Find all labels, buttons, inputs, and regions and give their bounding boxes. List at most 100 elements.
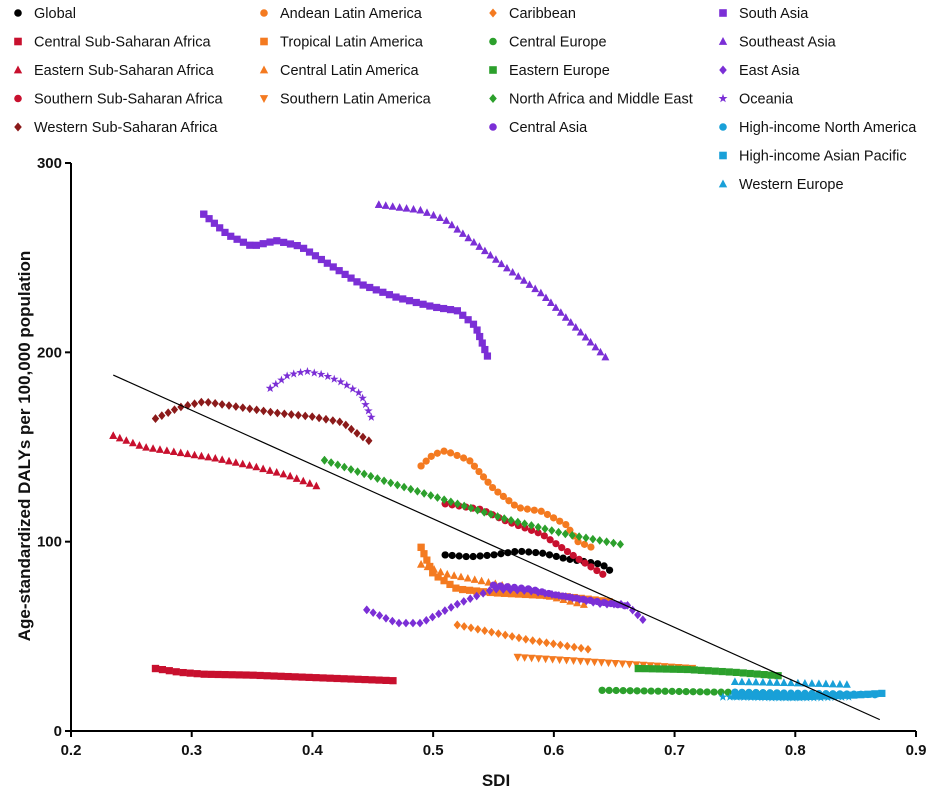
data-point <box>447 603 455 612</box>
data-point <box>551 303 560 311</box>
legend-item-eastern-sub-saharan-africa: Eastern Sub-Saharan Africa <box>13 63 215 79</box>
legend-marker <box>719 65 727 75</box>
data-point <box>340 462 348 472</box>
data-point <box>353 467 362 476</box>
data-point <box>412 298 420 307</box>
data-point <box>829 692 837 700</box>
data-point <box>475 242 484 250</box>
data-point <box>548 656 557 664</box>
data-point <box>292 474 301 482</box>
data-point <box>746 693 756 702</box>
data-point <box>864 690 872 698</box>
data-point <box>446 449 455 457</box>
data-point <box>453 499 462 509</box>
data-point <box>616 540 624 549</box>
data-point <box>135 441 144 449</box>
data-point <box>499 585 507 594</box>
data-point <box>596 536 604 545</box>
data-point <box>774 672 782 680</box>
data-point <box>252 241 260 249</box>
x-tick-label: 0.9 <box>906 742 927 759</box>
data-point <box>162 446 171 454</box>
data-point <box>568 530 576 540</box>
data-point <box>717 688 725 696</box>
data-point <box>387 478 395 488</box>
series-north-africa-and-middle-east <box>320 455 624 549</box>
data-point <box>549 514 558 522</box>
data-point <box>525 548 533 556</box>
series-australasia <box>718 692 854 702</box>
legend-item-central-latin-america: Central Latin America <box>259 63 420 79</box>
legend-label: High-income North America <box>739 120 917 136</box>
data-point <box>534 587 542 597</box>
data-point <box>193 670 201 678</box>
data-point <box>238 459 247 468</box>
data-point <box>428 612 437 622</box>
data-point <box>556 308 565 316</box>
data-point <box>380 476 388 486</box>
data-point <box>494 629 502 638</box>
data-point <box>675 687 683 696</box>
data-point <box>197 451 206 460</box>
data-point <box>395 203 404 211</box>
data-point <box>426 302 434 310</box>
data-point <box>625 660 634 669</box>
data-point <box>808 692 816 700</box>
data-point <box>503 263 511 272</box>
data-point <box>878 689 886 697</box>
x-tick-label: 0.2 <box>61 742 82 759</box>
data-point <box>316 369 326 378</box>
data-point <box>183 449 192 458</box>
legend-marker <box>259 95 269 104</box>
data-point <box>830 693 840 702</box>
data-point <box>816 693 826 702</box>
data-point <box>703 688 711 696</box>
data-point <box>521 519 529 529</box>
data-point <box>151 664 160 673</box>
data-point <box>571 323 580 331</box>
data-point <box>433 303 441 312</box>
data-point <box>455 552 463 560</box>
data-point <box>312 674 320 682</box>
data-point <box>239 238 248 246</box>
data-point <box>479 473 488 481</box>
data-point <box>575 595 584 604</box>
legend-marker <box>14 37 22 46</box>
data-point <box>579 600 588 608</box>
data-point <box>546 298 555 306</box>
data-point <box>151 414 160 423</box>
data-point <box>594 560 602 568</box>
data-point <box>164 408 172 417</box>
data-point <box>710 688 718 696</box>
data-point <box>561 529 569 539</box>
series-oceania <box>265 367 376 421</box>
data-point <box>508 267 517 276</box>
legend-label: Eastern Europe <box>509 63 610 79</box>
data-point <box>122 436 131 444</box>
data-point <box>211 399 219 408</box>
y-tick-label: 300 <box>37 155 62 172</box>
legend-marker <box>718 93 728 103</box>
data-point <box>284 672 292 681</box>
data-point <box>662 665 670 673</box>
data-point <box>596 599 604 609</box>
data-point <box>382 613 390 623</box>
data-point <box>233 235 241 243</box>
data-point <box>342 420 350 430</box>
data-point <box>639 615 647 625</box>
data-point <box>515 633 523 643</box>
data-point <box>514 517 522 527</box>
data-point <box>453 620 461 630</box>
data-point <box>536 288 545 297</box>
data-point <box>473 591 481 601</box>
data-point <box>583 658 592 666</box>
data-point <box>753 693 763 702</box>
data-point <box>287 410 295 419</box>
data-point <box>263 672 271 680</box>
data-point <box>477 576 486 585</box>
legend-item-central-sub-saharan-africa: Central Sub-Saharan Africa <box>14 35 211 51</box>
data-point <box>459 585 467 594</box>
data-point <box>442 216 451 224</box>
legend-label: Central Sub-Saharan Africa <box>34 35 211 51</box>
series-eastern-europe <box>634 664 782 680</box>
